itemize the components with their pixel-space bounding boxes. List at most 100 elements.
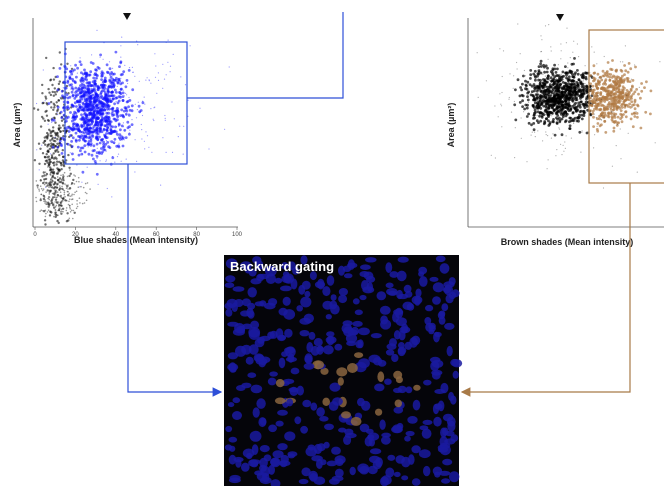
point (162, 64, 163, 65)
point (516, 62, 517, 63)
point (76, 67, 79, 70)
point (92, 77, 95, 80)
point (68, 84, 71, 87)
point (170, 66, 171, 67)
point (118, 154, 119, 155)
point (549, 93, 550, 94)
point (74, 80, 77, 83)
point (60, 196, 62, 198)
point (60, 213, 62, 215)
point (630, 94, 633, 97)
point (126, 94, 127, 95)
point (100, 138, 103, 141)
point (66, 63, 68, 65)
cell (268, 298, 277, 306)
cell (374, 384, 384, 392)
point (41, 92, 43, 94)
cell (354, 352, 363, 358)
point (604, 80, 607, 83)
point (572, 118, 575, 121)
point (565, 113, 566, 114)
point (539, 107, 542, 110)
point (562, 115, 565, 118)
point (95, 132, 98, 135)
point (54, 122, 56, 124)
point (655, 142, 656, 143)
point (87, 109, 90, 112)
point (49, 203, 51, 205)
point (185, 84, 186, 85)
point (579, 106, 582, 109)
point (113, 118, 116, 121)
point (613, 92, 616, 95)
point (568, 88, 569, 89)
point (628, 103, 631, 106)
point (97, 105, 98, 106)
point (57, 176, 59, 178)
cell (300, 426, 308, 434)
point (626, 95, 627, 96)
cell (256, 274, 264, 282)
point (556, 68, 559, 71)
point (622, 113, 625, 116)
point (59, 177, 61, 179)
cell (453, 371, 459, 379)
point (526, 104, 529, 107)
point (78, 89, 81, 92)
point (94, 72, 95, 73)
point (70, 211, 72, 213)
point (546, 94, 549, 97)
point (71, 184, 73, 186)
point (43, 181, 45, 183)
point (59, 67, 62, 70)
point (87, 89, 90, 92)
point (49, 148, 51, 150)
point (55, 216, 57, 218)
x-tick-label: 100 (232, 232, 243, 238)
point (615, 83, 618, 86)
point (565, 115, 568, 118)
point (62, 124, 64, 126)
cell (358, 358, 370, 368)
cell (380, 306, 391, 315)
point (619, 82, 622, 85)
point (76, 208, 78, 210)
cell (447, 421, 455, 432)
point (116, 110, 119, 113)
point (565, 119, 568, 122)
point (173, 54, 174, 55)
point (548, 107, 551, 110)
point (44, 179, 46, 181)
point (84, 151, 87, 154)
point (52, 137, 54, 139)
point (66, 212, 68, 214)
point (603, 96, 606, 99)
point (54, 201, 56, 203)
point (598, 108, 601, 111)
point (128, 113, 129, 114)
point (92, 100, 95, 103)
point (556, 78, 557, 79)
point (105, 132, 108, 135)
point (614, 95, 617, 98)
cell (394, 472, 401, 477)
point (57, 215, 59, 217)
point (80, 92, 83, 95)
point (62, 156, 64, 158)
point (117, 102, 120, 105)
point (54, 194, 56, 196)
point (630, 118, 633, 121)
point (106, 151, 107, 152)
point (37, 187, 39, 189)
cell (338, 377, 344, 385)
point (86, 101, 87, 102)
point (561, 74, 562, 75)
cell (439, 471, 451, 476)
cell (275, 278, 282, 284)
point (577, 117, 580, 120)
point (154, 53, 155, 54)
cell (322, 398, 330, 406)
point (611, 59, 614, 62)
point (93, 116, 96, 119)
point (514, 101, 515, 102)
